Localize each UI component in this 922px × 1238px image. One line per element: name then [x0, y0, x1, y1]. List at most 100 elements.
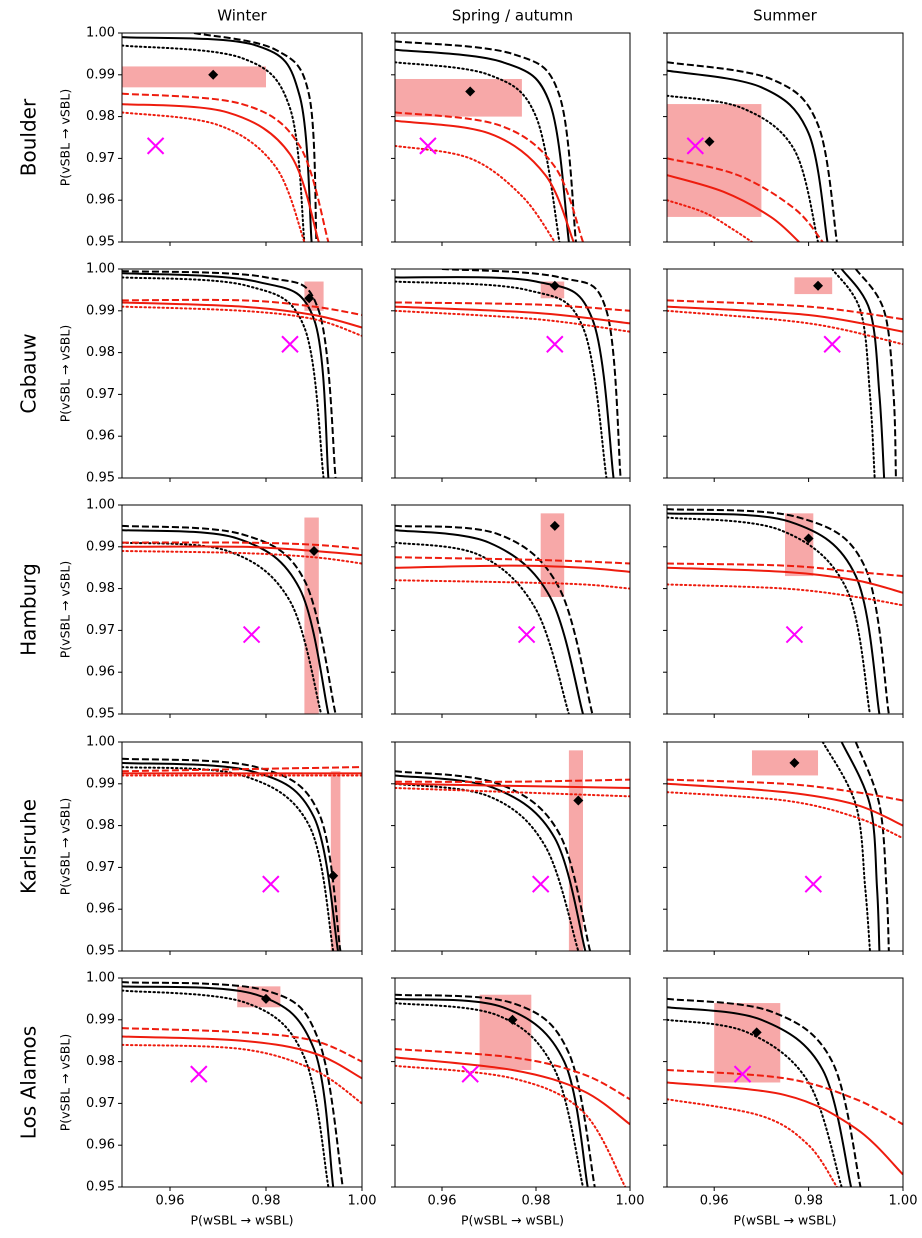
curve	[395, 556, 630, 565]
cross-marker	[546, 335, 564, 353]
panel-frame	[666, 504, 904, 715]
curve	[395, 40, 577, 242]
diamond-marker	[549, 280, 560, 291]
diamond-marker	[208, 69, 219, 80]
curve	[395, 782, 630, 789]
curve	[667, 69, 829, 242]
uncertainty-box	[395, 78, 522, 117]
panel-frame	[394, 977, 631, 1188]
y-tick-label: 0.95	[86, 235, 115, 250]
curve	[395, 305, 630, 325]
curve	[667, 1081, 903, 1176]
panel-frame	[394, 268, 631, 479]
y-axis-label: P(vSBL → vSBL)	[58, 561, 73, 658]
curve	[395, 301, 630, 312]
column-title: Winter	[217, 7, 267, 25]
curve	[395, 786, 630, 798]
y-tick-label: 1.00	[86, 735, 115, 750]
y-tick-label: 0.95	[86, 707, 115, 722]
curve	[667, 782, 903, 827]
curve	[122, 305, 362, 337]
y-tick-label: 0.97	[86, 623, 115, 638]
y-tick-label: 0.99	[86, 776, 115, 791]
y-tick-label: 1.00	[86, 26, 115, 41]
curve	[395, 111, 584, 242]
curve	[395, 770, 592, 951]
panel-frame	[121, 268, 363, 479]
panel	[663, 741, 904, 955]
x-tick-label: 0.96	[428, 1194, 457, 1209]
curve	[667, 562, 903, 578]
curve	[667, 199, 753, 242]
diamond-marker	[789, 757, 800, 768]
panel: 0.95 0.96 0.97 0.98 0.99 1.00	[86, 498, 363, 722]
curve	[122, 981, 344, 1187]
plot-area	[122, 270, 362, 478]
diamond-marker	[573, 795, 584, 806]
curve	[395, 309, 630, 333]
curve	[667, 1068, 903, 1126]
uncertainty-box	[304, 281, 324, 311]
curve	[667, 997, 862, 1187]
panel: 0.95 0.96 0.97 0.98 0.99 1.00	[86, 735, 363, 959]
curve	[122, 541, 323, 714]
row-label: Cabauw	[17, 333, 41, 413]
curve	[122, 757, 342, 951]
curve	[395, 579, 630, 590]
row-label: Hamburg	[17, 563, 41, 656]
plot-area	[395, 513, 630, 714]
curve	[122, 36, 313, 242]
curve	[854, 742, 890, 951]
curve	[395, 144, 556, 242]
cross-marker	[262, 875, 280, 893]
diamond-marker	[507, 1014, 518, 1025]
y-tick-label: 0.97	[86, 387, 115, 402]
x-tick-label: 0.98	[794, 1194, 823, 1209]
uncertainty-box	[667, 104, 762, 217]
curve	[122, 1027, 362, 1063]
curve	[122, 111, 306, 242]
cross-marker	[823, 335, 841, 353]
uncertainty-box	[540, 513, 565, 597]
x-tick-label: 1.00	[348, 1194, 377, 1209]
curve	[667, 309, 903, 346]
curve	[441, 269, 622, 478]
curve	[122, 1035, 362, 1080]
plot-area	[667, 742, 903, 951]
y-tick-label: 0.99	[86, 67, 115, 82]
curve	[122, 545, 362, 557]
panel	[391, 741, 631, 955]
y-tick-label: 0.99	[86, 1012, 115, 1027]
diamond-marker	[261, 993, 271, 1004]
curve	[122, 270, 337, 478]
y-tick-label: 0.96	[86, 1138, 115, 1153]
panel: 0.96 0.98 1.00 P(wSBL → wSBL)	[663, 977, 917, 1228]
y-tick-label: 1.00	[86, 262, 115, 277]
panel-frame	[666, 32, 904, 243]
diamond-marker	[704, 136, 715, 147]
curve	[667, 157, 824, 242]
curve	[122, 524, 337, 714]
curve	[840, 269, 886, 478]
plot-area	[395, 993, 630, 1187]
x-tick-label: 0.96	[156, 1194, 185, 1209]
plot-area	[122, 517, 362, 714]
y-tick-label: 0.97	[86, 151, 115, 166]
y-axis-label: P(vSBL → vSBL)	[58, 89, 73, 186]
column-title: Spring / autumn	[452, 7, 573, 25]
curve	[395, 1048, 630, 1101]
curve	[854, 269, 897, 478]
diamond-marker	[309, 545, 319, 556]
panel-frame	[121, 504, 363, 715]
y-tick-label: 1.00	[86, 971, 115, 986]
y-tick-label: 0.99	[86, 303, 115, 318]
panel	[391, 504, 631, 718]
y-tick-label: 0.97	[86, 860, 115, 875]
curve	[122, 44, 306, 242]
curve	[667, 778, 903, 802]
panel-frame	[666, 977, 904, 1188]
diamond-marker	[751, 1027, 762, 1038]
curve	[395, 276, 615, 478]
panel: 0.95 0.96 0.97 0.98 0.99 1.00	[86, 26, 363, 250]
